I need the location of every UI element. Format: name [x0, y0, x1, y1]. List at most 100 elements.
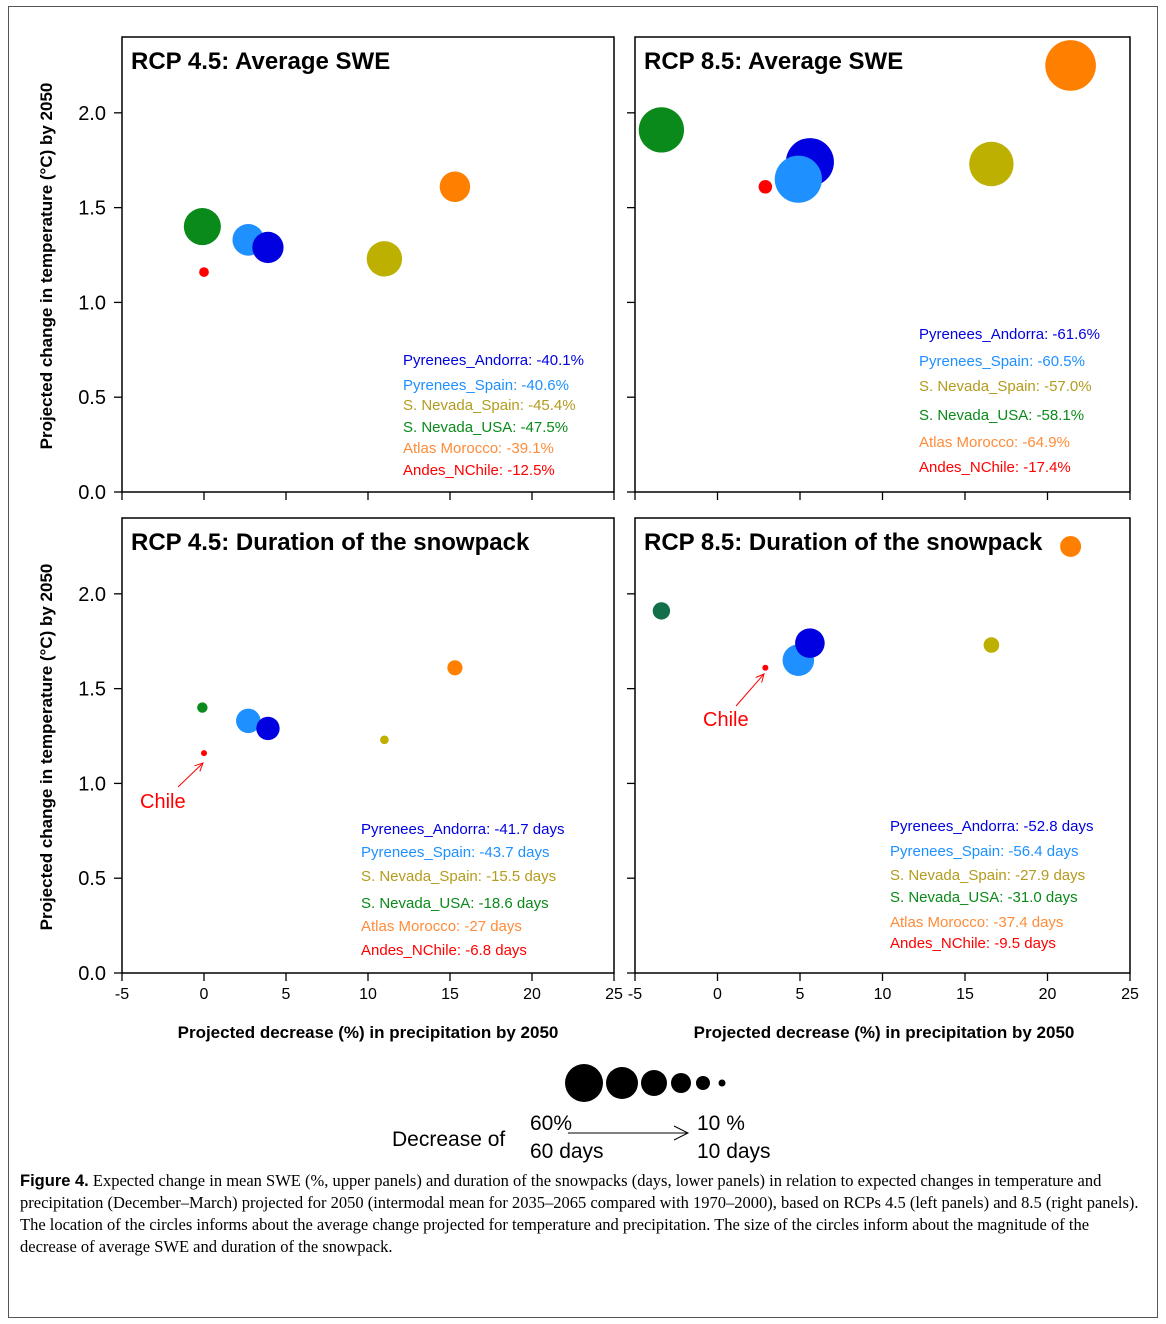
legend-label: Andes_NChile: -6.8 days [361, 942, 527, 959]
data-point [652, 602, 671, 620]
legend-label: Atlas Morocco: -27 days [361, 918, 522, 935]
x-tick-label: 15 [956, 986, 974, 1003]
x-tick-label: 5 [796, 986, 805, 1003]
size-legend-circle [696, 1076, 710, 1090]
data-point [762, 664, 769, 671]
panel-title: RCP 8.5: Duration of the snowpack [644, 529, 1043, 556]
data-point [252, 231, 284, 264]
x-tick-label: 10 [874, 986, 892, 1003]
data-point [758, 179, 773, 194]
data-point [638, 107, 685, 153]
data-point [447, 660, 463, 676]
legend-label: Pyrenees_Spain: -60.5% [919, 353, 1085, 370]
x-tick-label: -5 [115, 986, 129, 1003]
chile-arrow [735, 673, 765, 707]
size-legend-circle [718, 1079, 726, 1087]
y-tick-label: 1.0 [78, 773, 106, 795]
legend-label: Pyrenees_Andorra: -61.6% [919, 326, 1100, 343]
chile-annotation: Chile [703, 709, 749, 731]
legend-label: S. Nevada_USA: -18.6 days [361, 895, 549, 912]
legend-label: Atlas Morocco: -39.1% [403, 440, 554, 457]
legend-label: S. Nevada_USA: -58.1% [919, 407, 1084, 424]
legend-label: Andes_NChile: -9.5 days [890, 935, 1056, 952]
y-tick-label: 1.5 [78, 679, 106, 701]
caption-label: Figure 4. [20, 1172, 89, 1190]
y-tick-label: 1.0 [78, 292, 106, 314]
figure-frame [8, 6, 1158, 1318]
chile-arrow [177, 762, 204, 788]
y-tick-label: 2.0 [78, 103, 106, 125]
data-point [1045, 40, 1096, 91]
panel-2: RCP 8.5: Average SWE Pyrenees_Andorra: -6… [627, 36, 1131, 500]
panel-1: 0.0 0.5 1.0 1.5 2.0 RCP 4.5: Average SWE Pyren… [78, 36, 615, 504]
panel-title: RCP 4.5: Duration of the snowpack [131, 529, 530, 556]
panel-title: RCP 8.5: Average SWE [644, 48, 903, 75]
legend-label: Pyrenees_Spain: -43.7 days [361, 844, 549, 861]
data-point [201, 750, 207, 757]
size-legend-small-days: 10 days [697, 1140, 771, 1163]
data-point [256, 716, 280, 741]
data-point [439, 171, 471, 203]
y-tick-label: 1.5 [78, 198, 106, 220]
legend-label: S. Nevada_Spain: -27.9 days [890, 867, 1085, 884]
y-axis-label-top: Projected change in temperature (°C) by … [37, 83, 56, 450]
legend-label: S. Nevada_Spain: -45.4% [403, 397, 576, 414]
x-tick-label: 5 [282, 986, 291, 1003]
data-point [236, 708, 261, 734]
x-tick-label: 0 [200, 986, 209, 1003]
y-tick-label: 0.0 [78, 963, 106, 985]
y-tick-label: 0.5 [78, 868, 106, 890]
data-point [199, 267, 209, 277]
legend-label: Andes_NChile: -17.4% [919, 459, 1071, 476]
x-tick-label: 25 [1121, 986, 1139, 1003]
x-axis-label-right: Projected decrease (%) in precipitation … [694, 1023, 1075, 1042]
data-point [1060, 535, 1082, 557]
size-legend-circle [671, 1073, 691, 1093]
panel-4: -5 0 5 10 15 20 25 RCP 8.5: Duration of the sno… [627, 517, 1139, 1003]
legend-label: Andes_NChile: -12.5% [403, 462, 555, 479]
legend-label: Pyrenees_Andorra: -40.1% [403, 352, 584, 369]
size-legend-big-days: 60 days [530, 1140, 604, 1163]
chile-arrow-head [194, 762, 204, 772]
x-tick-label: 10 [359, 986, 377, 1003]
x-tick-label: 25 [605, 986, 623, 1003]
legend-label: Pyrenees_Spain: -40.6% [403, 377, 569, 394]
data-point [183, 208, 221, 246]
chile-annotation: Chile [140, 791, 186, 813]
legend-label: S. Nevada_USA: -31.0 days [890, 889, 1078, 906]
y-tick-label: 0.0 [78, 482, 106, 504]
data-point [197, 702, 208, 713]
legend-label: Pyrenees_Spain: -56.4 days [890, 843, 1078, 860]
data-point [366, 241, 403, 277]
legend-label: Atlas Morocco: -64.9% [919, 434, 1070, 451]
size-legend-circle [606, 1067, 638, 1099]
legend-label: Pyrenees_Andorra: -52.8 days [890, 818, 1093, 835]
data-point [795, 628, 825, 658]
x-axis-label-left: Projected decrease (%) in precipitation … [178, 1023, 559, 1042]
legend-label: S. Nevada_USA: -47.5% [403, 419, 568, 436]
size-legend-big-pct: 60% [530, 1112, 572, 1135]
y-tick-label: 2.0 [78, 584, 106, 606]
x-tick-label: 20 [1039, 986, 1057, 1003]
caption-text: Expected change in mean SWE (%, upper pa… [20, 1171, 1139, 1256]
x-tick-label: 20 [523, 986, 541, 1003]
chile-arrow-head [755, 673, 765, 683]
panel-3: 0.0 0.5 1.0 1.5 2.0 -5 0 5 10 15 20 25 RCP 4.5: Dura… [78, 517, 623, 1003]
legend-label: S. Nevada_Spain: -15.5 days [361, 868, 556, 885]
size-legend-circle [565, 1064, 603, 1102]
legend-label: S. Nevada_Spain: -57.0% [919, 378, 1092, 395]
x-tick-label: 15 [441, 986, 459, 1003]
size-legend-prefix: Decrease of [392, 1128, 505, 1151]
y-tick-label: 0.5 [78, 387, 106, 409]
x-tick-label: 0 [713, 986, 722, 1003]
data-point [380, 735, 389, 745]
size-legend-circle [641, 1070, 667, 1096]
size-legend-small-pct: 10 % [697, 1112, 745, 1135]
panel-title: RCP 4.5: Average SWE [131, 48, 390, 75]
figure-caption: Figure 4. Expected change in mean SWE (%… [20, 1170, 1145, 1258]
y-axis-label-bottom: Projected change in temperature (°C) by … [37, 564, 56, 931]
data-point [774, 155, 822, 203]
legend-label: Atlas Morocco: -37.4 days [890, 914, 1063, 931]
data-point [983, 637, 1000, 653]
